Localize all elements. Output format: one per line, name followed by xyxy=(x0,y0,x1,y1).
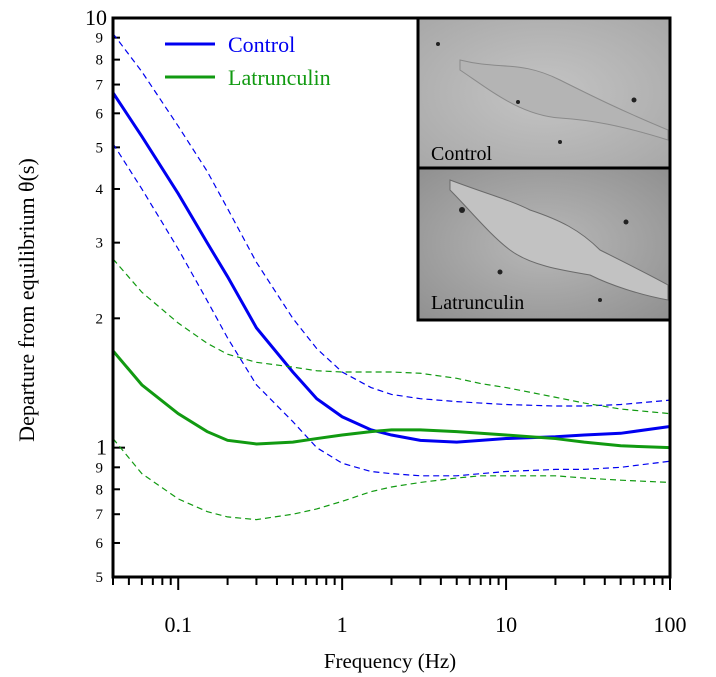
y-tick-label: 5 xyxy=(96,140,104,156)
legend-label: Control xyxy=(228,32,295,57)
upper-bound-line xyxy=(113,258,670,415)
y-tick-label: 5 xyxy=(96,570,104,586)
inset-label: Latrunculin xyxy=(431,292,524,314)
particle xyxy=(516,100,520,104)
y-tick-label: 4 xyxy=(96,182,104,198)
data-line xyxy=(113,349,670,450)
x-tick-label: 0.1 xyxy=(164,612,192,637)
particle xyxy=(623,219,629,225)
upper-bound-line xyxy=(113,33,670,407)
y-tick-label: 8 xyxy=(96,482,104,498)
particle xyxy=(497,269,503,275)
particle xyxy=(436,42,440,46)
x-axis-label: Frequency (Hz) xyxy=(324,649,456,673)
y-tick-label: 9 xyxy=(96,31,104,47)
y-tick-label: 7 xyxy=(96,78,104,94)
y-tick-label: 6 xyxy=(96,536,104,552)
particle xyxy=(459,207,465,213)
particle xyxy=(598,298,602,302)
inset-label: Control xyxy=(431,143,493,165)
y-axis-label: Departure from equilibrium θ(s) xyxy=(14,158,39,442)
x-tick-label: 1 xyxy=(337,612,348,637)
y-tick-label: 2 xyxy=(96,311,104,327)
y-tick-label: 3 xyxy=(96,236,104,252)
y-tick-label: 6 xyxy=(96,106,104,122)
y-tick-label: 7 xyxy=(96,507,104,523)
series-group xyxy=(113,33,670,521)
data-line xyxy=(113,91,670,444)
plot-frame xyxy=(111,16,672,579)
x-tick-label: 10 xyxy=(495,612,517,637)
y-tick-label: 1 xyxy=(96,435,107,460)
x-tick-label: 100 xyxy=(654,612,687,637)
particle xyxy=(558,140,562,144)
legend-label: Latrunculin xyxy=(228,65,331,90)
cell-shape xyxy=(459,59,669,141)
particle xyxy=(631,97,637,103)
inset-images: Control Latrunculin xyxy=(416,16,672,322)
y-tick-label: 8 xyxy=(96,53,104,69)
y-tick-label: 9 xyxy=(96,460,104,476)
lower-bound-line xyxy=(113,438,670,521)
cell-shape xyxy=(449,179,669,301)
y-tick-label: 10 xyxy=(85,5,107,30)
lower-bound-line xyxy=(113,143,670,477)
